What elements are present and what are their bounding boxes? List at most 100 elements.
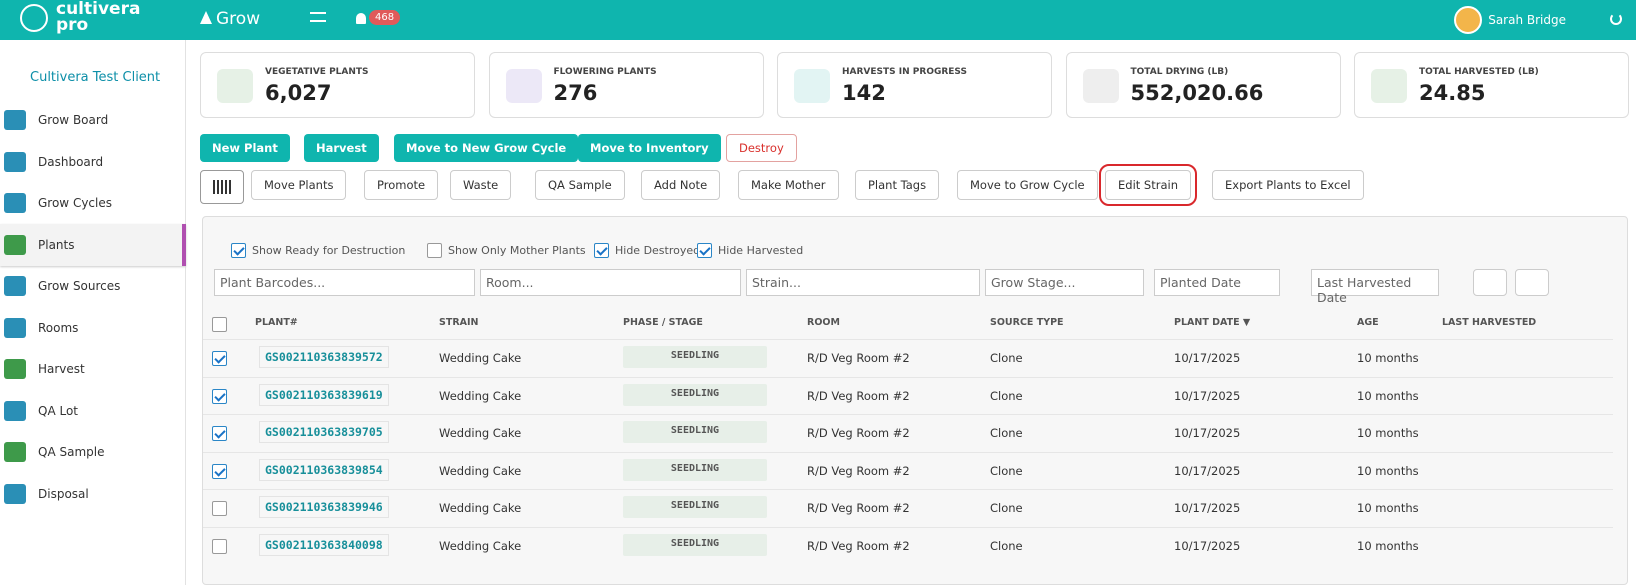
nav-item[interactable]: Dashboard [0,141,186,183]
notification-badge[interactable]: 468 [369,10,401,25]
table-cell: 10/17/2025 [1174,388,1241,403]
action-button[interactable]: Make Mother [738,170,839,200]
nav-label: Rooms [38,320,79,335]
action-button[interactable]: Destroy [726,134,797,162]
column-header: LAST HARVESTED [1442,317,1537,328]
nav-item[interactable]: Grow Cycles [0,182,186,224]
table-cell: Clone [990,501,1023,515]
nav-item[interactable]: Plants [0,223,186,266]
row-checkbox[interactable] [212,426,227,441]
table-cell: Clone [990,463,1023,478]
nav-item[interactable]: QA Lot [0,390,186,432]
row-checkbox[interactable] [212,463,227,479]
column-header[interactable]: PLANT# [255,317,298,328]
action-button[interactable]: Move Plants [251,170,347,200]
table-cell: Clone [990,351,1023,365]
action-button[interactable]: Add Note [641,170,721,200]
row-checkbox[interactable] [212,351,227,366]
table-cell: R/D Veg Room #2 [807,501,910,515]
bell-icon[interactable] [356,13,366,24]
nav-icon [4,317,26,338]
table-row: GS002110363839572 Wedding Cake SEEDLING R/D… [203,339,1613,376]
brand[interactable]: cultivera pro [20,1,140,35]
column-header[interactable]: STRAIN [439,317,479,328]
row-checkbox[interactable] [212,538,227,554]
search-input[interactable]: Planted Date [1154,269,1280,296]
brand-sub: pro [56,15,89,35]
column-header[interactable]: ROOM [807,317,840,328]
action-button[interactable]: New Plant [200,134,290,162]
checkbox [231,243,246,258]
search-input[interactable]: Plant Barcodes... [214,269,475,296]
row-checkbox[interactable] [212,388,227,404]
stat-label: FLOWERING PLANTS [553,67,657,77]
client-select[interactable]: Cultivera Test Client [30,70,161,85]
stat-icon [217,69,253,103]
stat-value: 276 [553,81,598,105]
search-button [1473,269,1507,296]
table-cell: R/D Veg Room #2 [807,538,910,553]
table-cell: Wedding Cake [439,538,522,553]
stat-card: TOTAL DRYING (LB) 552,020.66 [1065,52,1341,118]
action-button[interactable]: Move to Grow Cycle [957,170,1098,200]
nav-icon [4,483,26,504]
nav-item[interactable]: QA Sample [0,431,186,473]
user-menu[interactable]: Sarah Bridge [1454,6,1566,34]
filter-checkbox[interactable]: Show Only Mother Plants [427,243,586,258]
stat-icon [1082,69,1119,103]
plant-link[interactable]: GS002110363839705 [259,421,389,443]
search-input[interactable]: Last Harvested Date [1311,269,1439,305]
nav-item[interactable]: Rooms [0,307,186,349]
action-button[interactable]: Move to Inventory [578,134,721,162]
row-checkbox[interactable] [212,501,227,516]
nav-icon [4,359,26,379]
switch-icon[interactable] [310,12,326,22]
filter-checkbox[interactable]: Hide Harvested [697,243,803,258]
search-input[interactable]: Room... [480,269,741,296]
plant-link[interactable]: GS002110363839946 [259,496,389,518]
column-header[interactable]: PHASE / STAGE [623,317,703,328]
nav-item[interactable]: Grow Board [0,99,186,141]
barcode-button[interactable] [200,170,244,204]
plant-link[interactable]: GS002110363839854 [259,458,389,481]
table-cell: 10/17/2025 [1174,426,1241,440]
filter-checkbox[interactable]: Hide Destroyed [594,243,700,258]
action-button[interactable]: Harvest [304,134,379,162]
action-button[interactable]: Move to New Grow Cycle [394,134,579,162]
nav-item[interactable]: Disposal [0,473,186,515]
filter-checkbox[interactable]: Show Ready for Destruction [231,243,405,258]
column-header[interactable]: PLANT DATE ▼ [1174,317,1251,328]
checkbox-label: Show Only Mother Plants [448,244,586,257]
plant-link[interactable]: GS002110363840098 [259,533,389,556]
logout[interactable] [1610,13,1622,25]
plant-link[interactable]: GS002110363839619 [259,383,389,406]
table-row: GS002110363839854 Wedding Cake SEEDLING R/D… [203,451,1613,489]
action-button[interactable]: Waste [450,170,512,200]
action-button[interactable]: Promote [364,170,439,200]
nav-item[interactable]: Harvest [0,348,186,390]
sidebar: Cultivera Test Client Grow Board Dashboar… [0,40,186,585]
stage-badge: SEEDLING [623,496,767,518]
stat-value: 552,020.66 [1130,81,1264,105]
filter-panel: PLANT# STRAIN PHASE / STAGE ROOM SOURCE TYPE… [202,216,1628,585]
action-button[interactable]: Export Plants to Excel [1212,170,1364,200]
table-cell: Wedding Cake [439,463,522,478]
column-header[interactable]: SOURCE TYPE [990,317,1064,328]
action-button[interactable]: Edit Strain [1099,164,1197,206]
logo [20,3,48,32]
search-input[interactable]: Strain... [746,269,980,296]
search-input[interactable]: Grow Stage... [985,269,1144,296]
select-all[interactable] [212,317,227,332]
stat-label: TOTAL DRYING (LB) [1130,67,1229,77]
action-button[interactable]: Plant Tags [855,170,940,200]
stat-card: HARVESTS IN PROGRESS 142 [777,52,1052,118]
action-button[interactable]: QA Sample [535,170,625,200]
nav-label: Grow Cycles [38,196,112,210]
table-cell: 10/17/2025 [1174,538,1241,553]
table-cell: 10/17/2025 [1174,501,1241,515]
plant-link[interactable]: GS002110363839572 [259,346,389,368]
nav-item[interactable]: Grow Sources [0,265,186,307]
module-menu[interactable]: Grow [200,9,260,29]
column-header[interactable]: AGE [1357,317,1379,328]
stat-icon [505,69,542,103]
